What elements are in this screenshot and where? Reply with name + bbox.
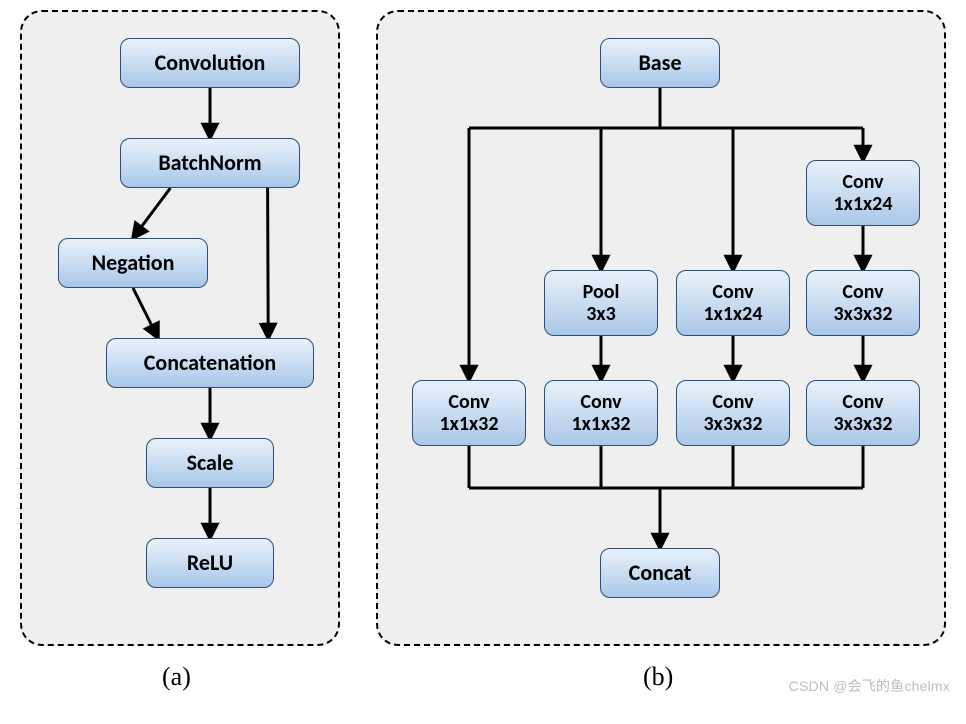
node-label: Conv	[842, 171, 883, 193]
panel_b-node-c3_132b: Conv1x1x32	[544, 380, 658, 446]
panel_b-node-pool: Pool3x3	[544, 270, 658, 336]
panel_b-node-c2_124: Conv1x1x24	[676, 270, 790, 336]
panel_b-node-concat: Concat	[600, 548, 720, 598]
watermark: CSDN @会飞的鱼chelmx	[789, 676, 950, 696]
node-label: BatchNorm	[158, 151, 261, 175]
node-sublabel: 1x1x32	[572, 413, 631, 435]
node-label: Base	[638, 51, 681, 75]
node-label: Convolution	[155, 51, 266, 75]
node-label: Conv	[712, 391, 753, 413]
node-label: Concatenation	[144, 351, 276, 375]
panel_a-node-scale: Scale	[146, 438, 274, 488]
node-sublabel: 1x1x24	[704, 303, 763, 325]
panel_a-caption: (a)	[162, 662, 191, 692]
node-sublabel: 1x1x32	[440, 413, 499, 435]
node-label: Negation	[92, 251, 175, 275]
node-label: Conv	[842, 281, 883, 303]
node-label: Conv	[842, 391, 883, 413]
node-label: Scale	[187, 451, 234, 475]
node-label: Concat	[629, 561, 692, 585]
node-label: Conv	[712, 281, 753, 303]
panel_b-node-c1_124: Conv1x1x24	[806, 160, 920, 226]
node-sublabel: 3x3x32	[834, 303, 893, 325]
panel_b-node-base: Base	[600, 38, 720, 88]
canvas: Convolution BatchNorm Negation Concatenatio…	[0, 0, 966, 724]
panel_a-node-bn: BatchNorm	[120, 138, 300, 188]
panel_b-caption: (b)	[643, 662, 673, 692]
node-label: Conv	[580, 391, 621, 413]
panel_a-node-relu: ReLU	[146, 538, 274, 588]
panel_a-node-neg: Negation	[58, 238, 208, 288]
node-label: Pool	[583, 281, 620, 303]
node-sublabel: 1x1x24	[834, 193, 893, 215]
node-label: Conv	[448, 391, 489, 413]
panel_b-node-c3_332a: Conv3x3x32	[676, 380, 790, 446]
node-sublabel: 3x3	[586, 303, 615, 325]
node-sublabel: 3x3x32	[704, 413, 763, 435]
node-label: ReLU	[187, 551, 233, 575]
panel_a-node-concat: Concatenation	[106, 338, 314, 388]
panel_b-node-c3_132a: Conv1x1x32	[412, 380, 526, 446]
node-sublabel: 3x3x32	[834, 413, 893, 435]
panel_b-node-c2_332: Conv3x3x32	[806, 270, 920, 336]
panel_b-node-c3_332b: Conv3x3x32	[806, 380, 920, 446]
panel_a-node-conv: Convolution	[120, 38, 300, 88]
